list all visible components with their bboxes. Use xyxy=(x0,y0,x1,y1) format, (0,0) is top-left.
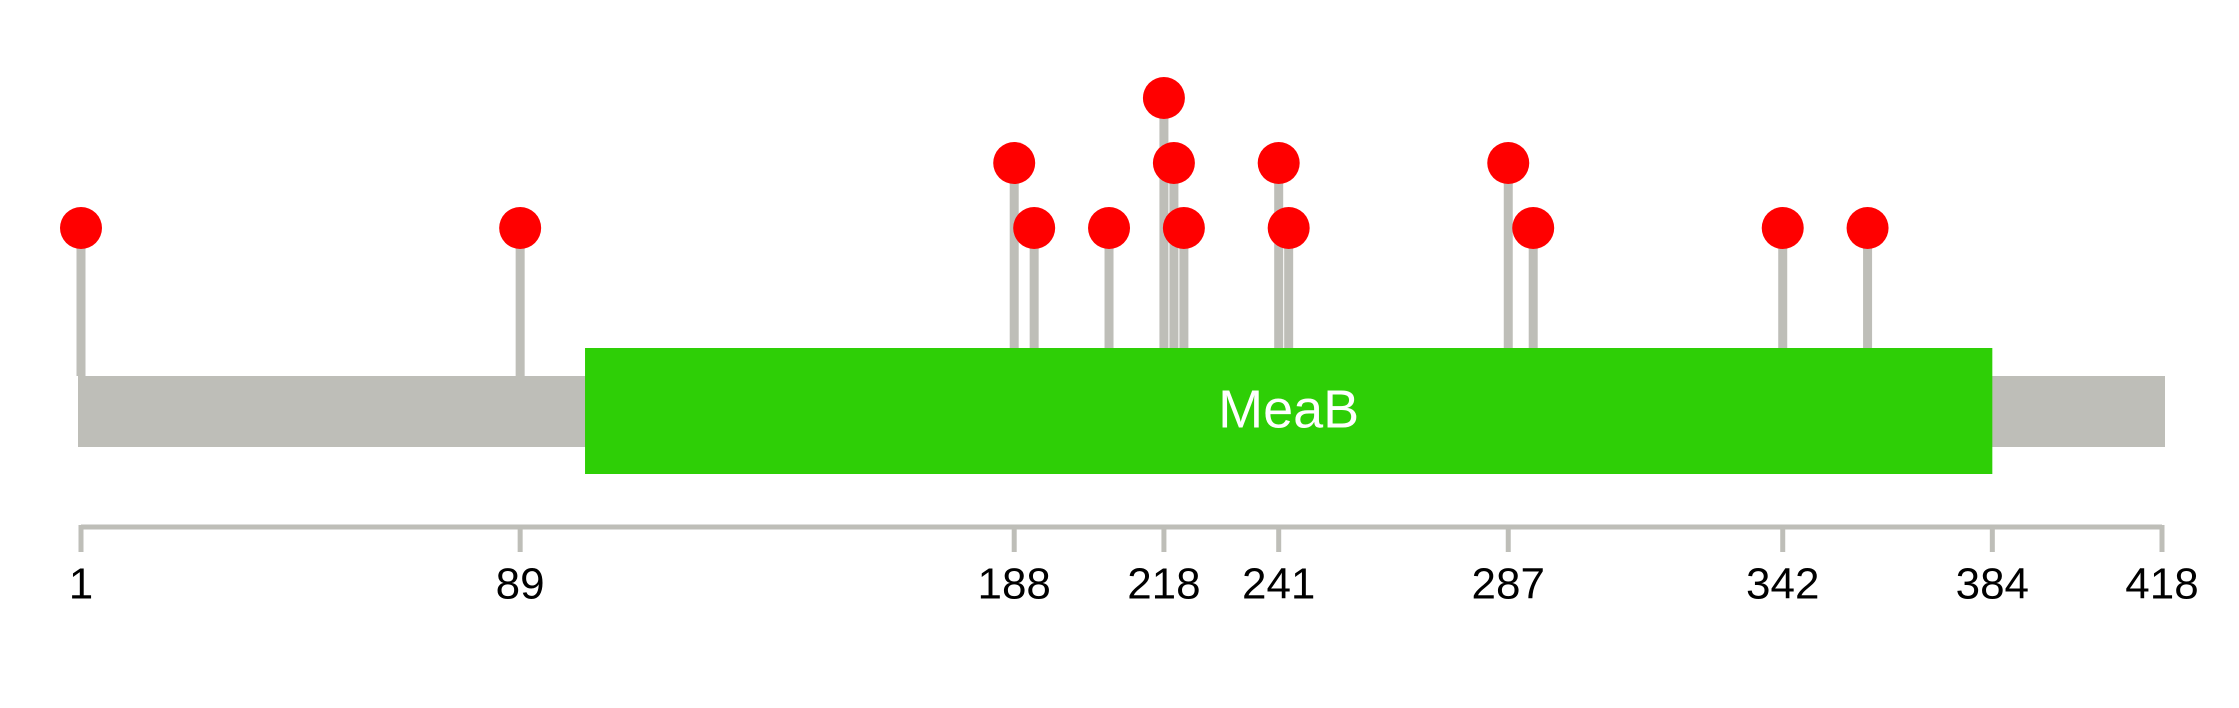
domain xyxy=(585,348,1993,474)
mutation-dot xyxy=(1152,142,1195,184)
stem xyxy=(1169,163,1179,348)
stem xyxy=(1274,163,1284,348)
mutation-dot xyxy=(1846,207,1889,249)
mutation-dot xyxy=(993,142,1036,184)
stem xyxy=(1009,163,1019,348)
mutation-dot xyxy=(1088,207,1131,249)
stem xyxy=(1528,228,1538,348)
mutation-dot xyxy=(1512,207,1555,249)
stem xyxy=(515,228,525,376)
stem xyxy=(1503,163,1513,348)
stem xyxy=(1284,228,1294,348)
x-tick-label: 1 xyxy=(69,560,93,609)
mutation-dot xyxy=(1267,207,1310,249)
mutation-dot xyxy=(1013,207,1056,249)
stem xyxy=(1778,228,1788,348)
mutation-dot xyxy=(1162,207,1205,249)
x-tick-label: 241 xyxy=(1242,560,1315,609)
x-tick-label: 188 xyxy=(977,560,1050,609)
stem xyxy=(1029,228,1039,348)
mutation-dot xyxy=(1142,77,1185,119)
mutation-dot xyxy=(1257,142,1300,184)
x-tick-label: 89 xyxy=(496,560,545,609)
mutation-dot xyxy=(499,207,542,249)
mutation-dot xyxy=(1761,207,1804,249)
domain-label: MeaB xyxy=(1218,379,1359,439)
mutation-dot xyxy=(60,207,102,249)
x-tick-label: 418 xyxy=(2125,560,2198,609)
stem xyxy=(1863,228,1873,348)
x-tick-label: 384 xyxy=(1956,560,2029,609)
stem xyxy=(1179,228,1189,348)
x-tick-label: 342 xyxy=(1746,560,1819,609)
stem xyxy=(1104,228,1114,348)
mutation-dot xyxy=(1487,142,1530,184)
stem xyxy=(76,228,86,376)
x-tick-label: 218 xyxy=(1127,560,1200,609)
x-tick-label: 287 xyxy=(1472,560,1545,609)
